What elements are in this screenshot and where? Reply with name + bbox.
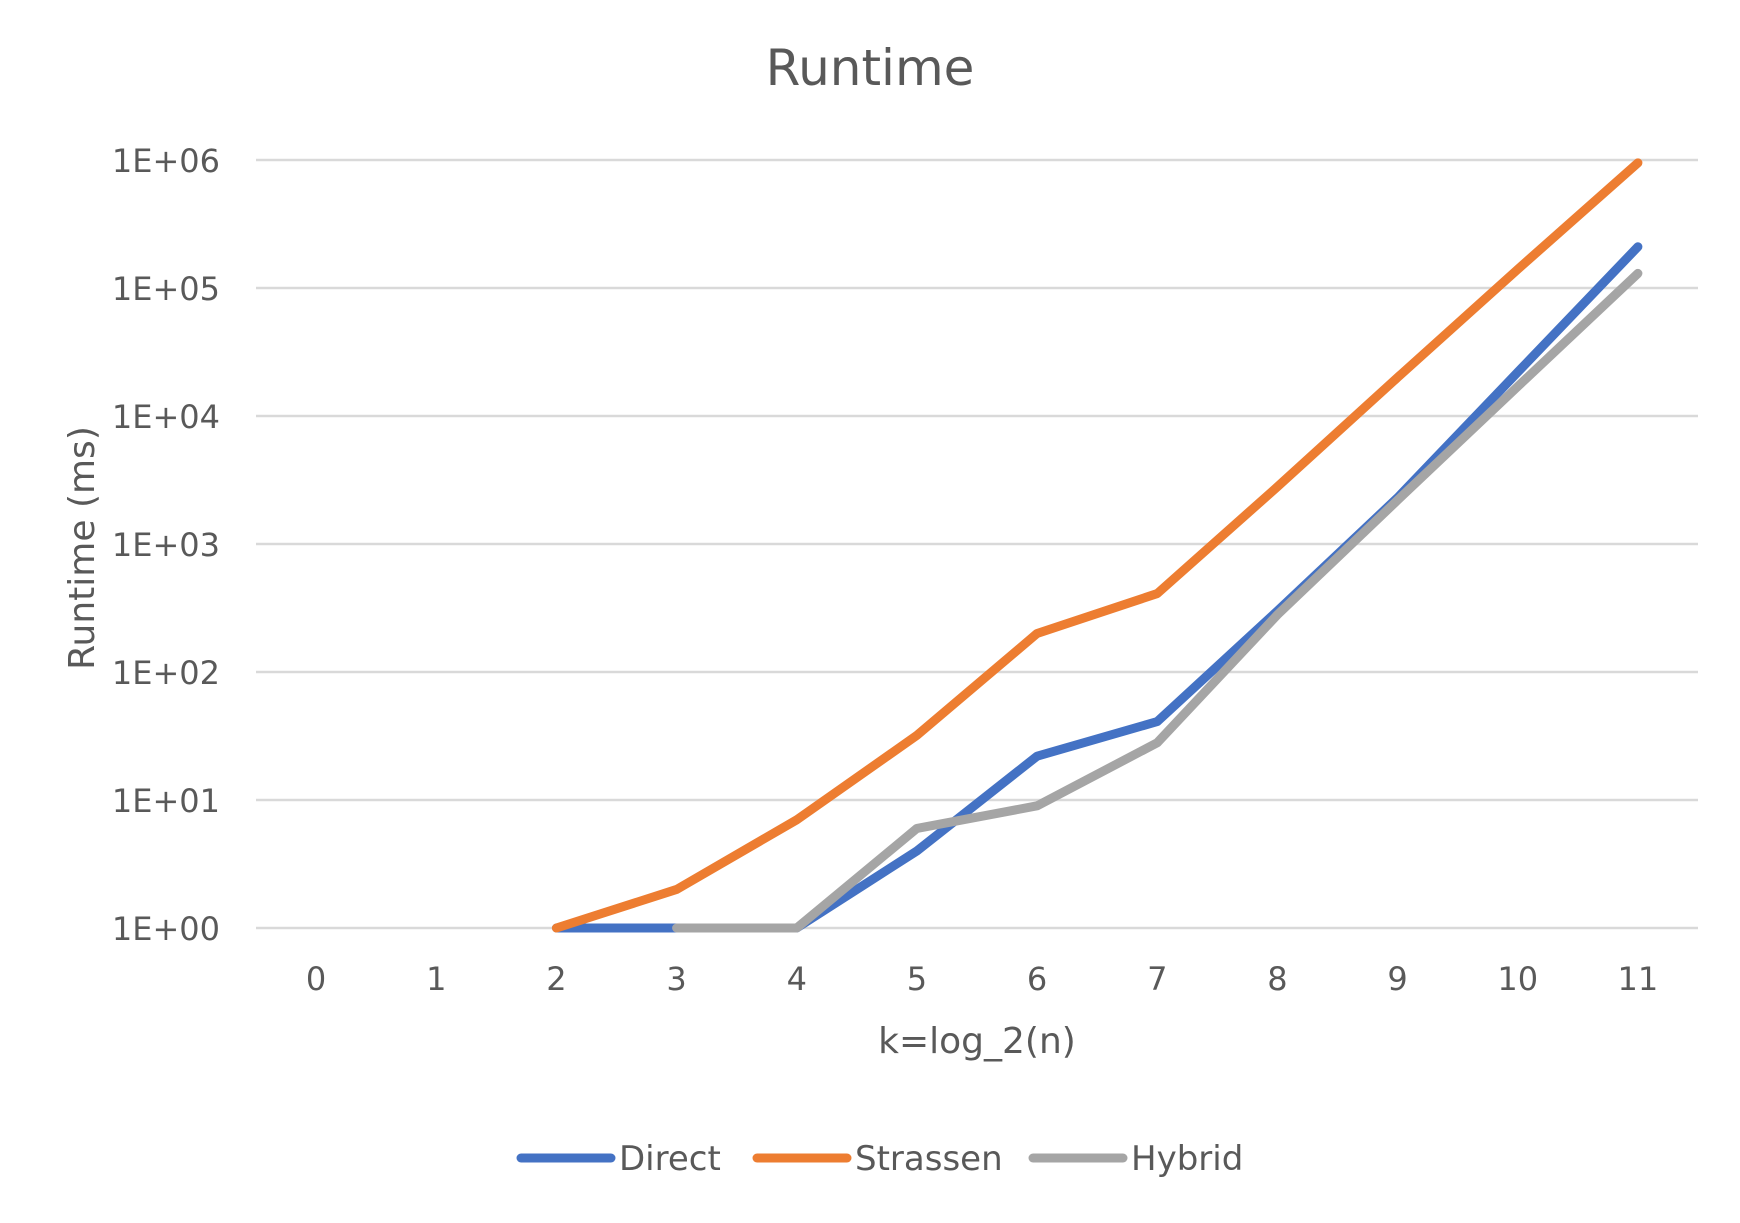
x-tick-label: 7 <box>1147 960 1167 998</box>
series-line-strassen <box>556 163 1638 928</box>
chart-title: Runtime <box>766 39 975 97</box>
y-tick-label: 1E+04 <box>112 398 220 436</box>
x-tick-label: 6 <box>1027 960 1047 998</box>
y-tick-label: 1E+03 <box>112 526 220 564</box>
x-tick-label: 2 <box>546 960 566 998</box>
x-tick-label: 11 <box>1618 960 1659 998</box>
y-tick-label: 1E+06 <box>112 142 220 180</box>
x-tick-label: 4 <box>787 960 807 998</box>
legend-label: Hybrid <box>1131 1139 1243 1179</box>
legend-label: Strassen <box>855 1139 1003 1179</box>
x-tick-label: 10 <box>1497 960 1538 998</box>
x-tick-label: 8 <box>1267 960 1287 998</box>
series-lines <box>556 163 1638 928</box>
x-axis-tick-labels: 0 1 2 3 4 5 6 7 8 9 10 11 <box>306 960 1658 998</box>
y-tick-label: 1E+00 <box>112 910 220 948</box>
x-tick-label: 5 <box>907 960 927 998</box>
series-line-hybrid <box>677 273 1638 928</box>
y-tick-label: 1E+05 <box>112 270 220 308</box>
series-line-direct <box>556 247 1638 928</box>
y-tick-label: 1E+02 <box>112 654 220 692</box>
x-tick-label: 9 <box>1387 960 1407 998</box>
x-tick-label: 1 <box>426 960 446 998</box>
x-tick-label: 0 <box>306 960 326 998</box>
x-tick-label: 3 <box>666 960 686 998</box>
legend: Direct Strassen Hybrid <box>521 1139 1243 1179</box>
x-axis-label: k=log_2(n) <box>878 1021 1076 1062</box>
y-axis-tick-labels: 1E+00 1E+01 1E+02 1E+03 1E+04 1E+05 1E+06 <box>112 142 220 948</box>
y-tick-label: 1E+01 <box>112 782 220 820</box>
legend-label: Direct <box>619 1139 721 1179</box>
y-axis-label: Runtime (ms) <box>62 426 103 670</box>
